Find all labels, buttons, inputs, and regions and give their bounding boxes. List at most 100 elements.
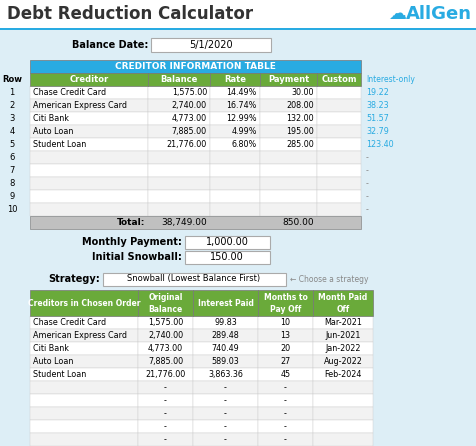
Bar [259, 164, 317, 177]
Bar [30, 112, 148, 125]
Bar [317, 125, 360, 138]
Text: ← Choose a strategy: ← Choose a strategy [289, 274, 368, 284]
Text: Balance: Balance [160, 75, 197, 84]
Bar [312, 329, 372, 342]
Text: -: - [284, 435, 287, 444]
Bar [209, 164, 259, 177]
Text: 7,885.00: 7,885.00 [148, 357, 183, 366]
Bar [30, 381, 138, 394]
Bar [312, 381, 372, 394]
Text: Balance Date:: Balance Date: [71, 40, 148, 50]
Bar [258, 394, 312, 407]
Bar [312, 342, 372, 355]
Bar [148, 203, 209, 216]
Text: -: - [164, 396, 167, 405]
Bar [209, 177, 259, 190]
Text: AllGen: AllGen [405, 5, 471, 23]
Text: 5/1/2020: 5/1/2020 [189, 40, 232, 50]
Bar [103, 273, 286, 286]
Text: Chase Credit Card: Chase Credit Card [33, 318, 106, 327]
Bar [138, 381, 193, 394]
Bar [312, 433, 372, 446]
Text: -: - [365, 179, 368, 188]
Bar [193, 355, 258, 368]
Text: 208.00: 208.00 [286, 101, 313, 110]
Bar [258, 407, 312, 420]
Bar [148, 151, 209, 164]
Bar [138, 407, 193, 420]
Bar [317, 99, 360, 112]
Text: Custom: Custom [320, 75, 356, 84]
Bar [138, 316, 193, 329]
Text: Feb-2024: Feb-2024 [324, 370, 361, 379]
Text: -: - [224, 422, 227, 431]
Text: 850.00: 850.00 [282, 218, 313, 227]
Text: 45: 45 [280, 370, 290, 379]
Bar [209, 203, 259, 216]
Text: 5: 5 [10, 140, 15, 149]
Bar [312, 368, 372, 381]
Bar [317, 164, 360, 177]
Text: 32.79: 32.79 [365, 127, 388, 136]
Bar [30, 99, 148, 112]
Text: -: - [164, 409, 167, 418]
Bar [138, 420, 193, 433]
Text: Months to: Months to [263, 293, 307, 302]
Bar [259, 112, 317, 125]
Text: 1: 1 [10, 88, 15, 97]
Bar [148, 112, 209, 125]
Bar [258, 290, 312, 316]
Bar [138, 368, 193, 381]
Text: CREDITOR INFORMATION TABLE: CREDITOR INFORMATION TABLE [115, 62, 275, 71]
Bar [193, 433, 258, 446]
Bar [317, 190, 360, 203]
Text: -: - [284, 396, 287, 405]
Text: 6: 6 [10, 153, 15, 162]
Text: Initial Snowball:: Initial Snowball: [92, 252, 182, 262]
Text: 21,776.00: 21,776.00 [167, 140, 207, 149]
Bar [258, 433, 312, 446]
Text: 740.49: 740.49 [211, 344, 239, 353]
Text: -: - [284, 409, 287, 418]
Bar [209, 86, 259, 99]
Bar [317, 203, 360, 216]
Text: 16.74%: 16.74% [226, 101, 257, 110]
Bar [209, 138, 259, 151]
Text: 19.22: 19.22 [365, 88, 388, 97]
Text: Creditors in Chosen Order: Creditors in Chosen Order [28, 298, 140, 307]
Text: -: - [284, 383, 287, 392]
Text: -: - [224, 396, 227, 405]
Bar [30, 86, 148, 99]
Text: Pay Off: Pay Off [269, 305, 300, 314]
Bar [185, 236, 269, 249]
Bar [138, 290, 193, 316]
Bar [138, 394, 193, 407]
Bar [193, 420, 258, 433]
Text: Student Loan: Student Loan [33, 140, 86, 149]
Text: 195.00: 195.00 [286, 127, 313, 136]
Bar [258, 316, 312, 329]
Bar [30, 355, 138, 368]
Text: 9: 9 [10, 192, 15, 201]
Bar [209, 73, 259, 86]
Text: Jan-2022: Jan-2022 [325, 344, 360, 353]
Bar [209, 112, 259, 125]
Text: -: - [284, 422, 287, 431]
Text: -: - [365, 192, 368, 201]
Text: 2,740.00: 2,740.00 [148, 331, 183, 340]
Text: -: - [224, 435, 227, 444]
Bar [30, 394, 138, 407]
Text: 7,885.00: 7,885.00 [171, 127, 207, 136]
Bar [148, 125, 209, 138]
Text: 589.03: 589.03 [211, 357, 239, 366]
Bar [148, 138, 209, 151]
Text: Debt Reduction Calculator: Debt Reduction Calculator [7, 5, 253, 23]
Text: American Express Card: American Express Card [33, 331, 127, 340]
Text: Mar-2021: Mar-2021 [323, 318, 361, 327]
Bar [317, 177, 360, 190]
Bar [193, 394, 258, 407]
Text: Citi Bank: Citi Bank [33, 344, 69, 353]
Text: 285.00: 285.00 [286, 140, 313, 149]
Bar [30, 420, 138, 433]
Bar [30, 60, 360, 73]
